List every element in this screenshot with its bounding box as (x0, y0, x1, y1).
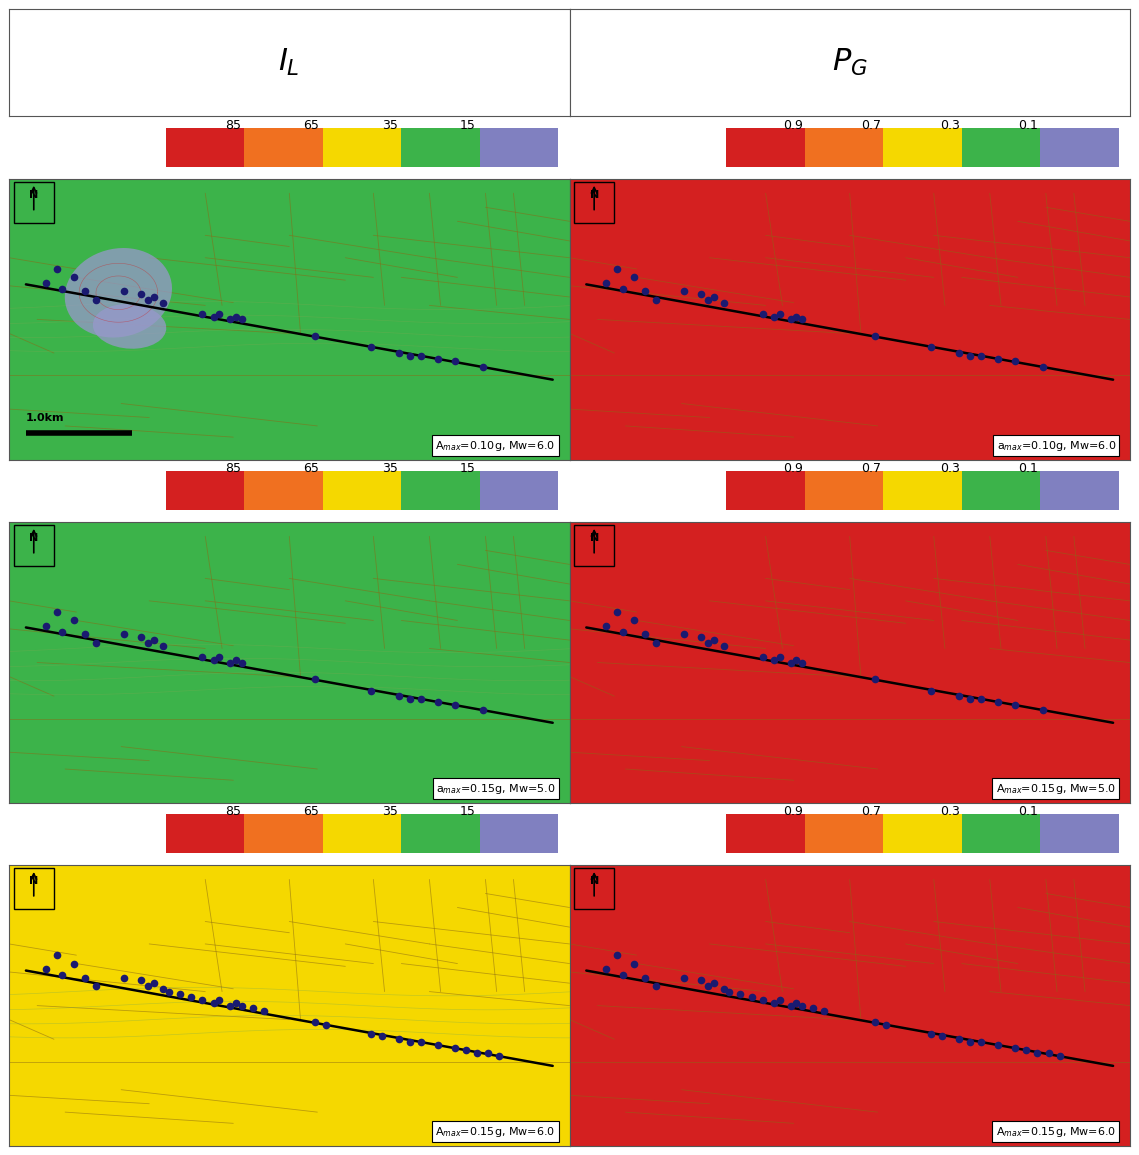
Text: 15: 15 (460, 805, 476, 819)
Text: 15: 15 (460, 119, 476, 133)
Bar (884, 471, 961, 511)
Bar (805, 814, 884, 854)
Bar (14, 869, 54, 909)
Text: 0.9: 0.9 (784, 462, 803, 476)
Bar (574, 526, 614, 566)
Bar (574, 869, 614, 909)
Bar (961, 128, 1040, 167)
Text: 0.3: 0.3 (940, 119, 960, 133)
Text: $I_{L}$: $I_{L}$ (279, 47, 300, 79)
Bar (961, 471, 1040, 511)
Bar (166, 814, 245, 854)
Text: 65: 65 (303, 805, 319, 819)
Bar (14, 182, 54, 223)
Text: $P_{G}$: $P_{G}$ (831, 47, 868, 79)
Bar (727, 814, 805, 854)
Text: 65: 65 (303, 462, 319, 476)
Bar (401, 128, 480, 167)
Text: 0.1: 0.1 (1018, 805, 1039, 819)
Text: A$_{max}$=0.15g, Mw=5.0: A$_{max}$=0.15g, Mw=5.0 (995, 782, 1116, 796)
Bar (245, 471, 323, 511)
Text: 0.7: 0.7 (861, 462, 882, 476)
Bar (401, 471, 480, 511)
Bar (884, 128, 961, 167)
Bar (727, 128, 805, 167)
Text: N: N (590, 877, 599, 886)
Ellipse shape (65, 248, 172, 337)
Bar (245, 814, 323, 854)
Text: 1.0km: 1.0km (26, 413, 65, 423)
Text: N: N (30, 877, 39, 886)
Text: N: N (30, 191, 39, 200)
Text: A$_{max}$=0.15g, Mw=6.0: A$_{max}$=0.15g, Mw=6.0 (995, 1125, 1116, 1139)
Bar (805, 128, 884, 167)
Bar (1040, 128, 1118, 167)
Text: 0.7: 0.7 (861, 119, 882, 133)
Text: A$_{max}$=0.15g, Mw=6.0: A$_{max}$=0.15g, Mw=6.0 (435, 1125, 556, 1139)
Bar (14, 526, 54, 566)
Ellipse shape (93, 304, 166, 349)
Text: a$_{max}$=0.15g, Mw=5.0: a$_{max}$=0.15g, Mw=5.0 (436, 782, 556, 796)
Bar (480, 471, 558, 511)
Bar (1040, 471, 1118, 511)
Bar (727, 471, 805, 511)
Bar (166, 471, 245, 511)
Text: 0.1: 0.1 (1018, 462, 1039, 476)
Bar (401, 814, 480, 854)
Bar (323, 128, 401, 167)
Text: 85: 85 (224, 119, 240, 133)
Bar (480, 814, 558, 854)
Text: 0.1: 0.1 (1018, 119, 1039, 133)
Text: N: N (30, 534, 39, 543)
Bar (245, 128, 323, 167)
Text: 35: 35 (382, 805, 398, 819)
Bar (323, 471, 401, 511)
Bar (480, 128, 558, 167)
Text: 85: 85 (224, 462, 240, 476)
Text: N: N (590, 534, 599, 543)
Text: 35: 35 (382, 462, 398, 476)
Text: 35: 35 (382, 119, 398, 133)
Bar (961, 814, 1040, 854)
Text: 15: 15 (460, 462, 476, 476)
Bar (574, 182, 614, 223)
Text: a$_{max}$=0.10g, Mw=6.0: a$_{max}$=0.10g, Mw=6.0 (997, 439, 1116, 453)
Text: 0.3: 0.3 (940, 805, 960, 819)
Bar (805, 471, 884, 511)
Text: 0.3: 0.3 (940, 462, 960, 476)
Text: 0.9: 0.9 (784, 805, 803, 819)
Text: 65: 65 (303, 119, 319, 133)
Text: 85: 85 (224, 805, 240, 819)
Text: N: N (590, 191, 599, 200)
Bar (884, 814, 961, 854)
Bar (1040, 814, 1118, 854)
Bar (323, 814, 401, 854)
Text: 0.7: 0.7 (861, 805, 882, 819)
Text: A$_{max}$=0.10g, Mw=6.0: A$_{max}$=0.10g, Mw=6.0 (435, 439, 556, 453)
Bar (166, 128, 245, 167)
Text: 0.9: 0.9 (784, 119, 803, 133)
